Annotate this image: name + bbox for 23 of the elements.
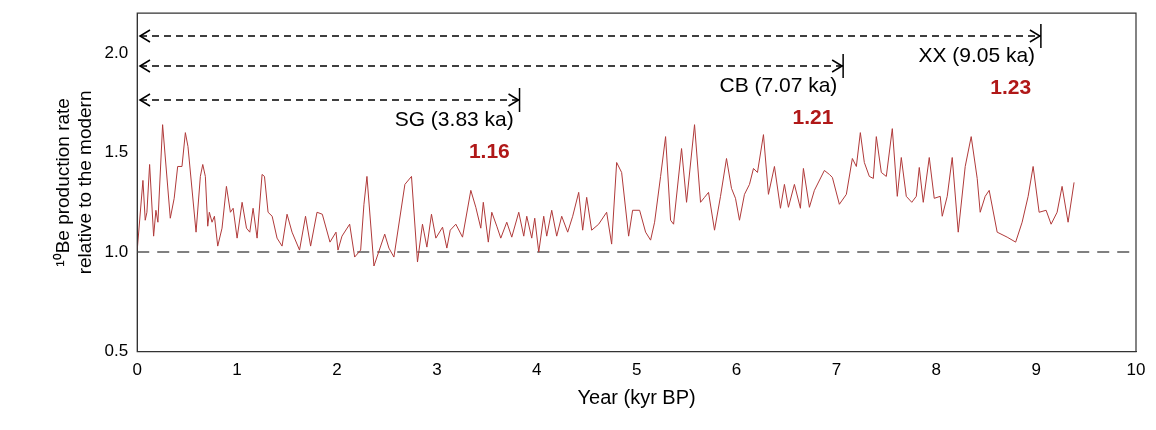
annotation: 1.16 [468,139,510,163]
x-axis-title: Year (kyr BP) [577,385,696,408]
annotation: CB (7.07 ka) [719,73,838,97]
annotation: SG (3.83 ka) [394,107,514,131]
y-tick-label: 0.5 [104,341,129,361]
x-tick-label: 10 [1126,360,1146,380]
y-axis-title: ¹⁰Be production rate relative to the modern [51,90,96,275]
x-tick-label: 8 [931,360,941,380]
x-tick-label: 3 [432,360,442,380]
annotation: XX (9.05 ka) [918,43,1036,67]
y-tick-label: 2.0 [104,42,129,62]
x-tick-label: 9 [1031,360,1041,380]
x-tick-label: 4 [532,360,542,380]
y-tick-label: 1.5 [104,142,129,162]
annotation: 1.23 [990,75,1032,99]
x-tick-label: 2 [332,360,342,380]
x-tick-label: 6 [731,360,742,380]
x-tick-label: 0 [132,360,142,380]
x-tick-label: 7 [831,360,842,380]
y-tick-label: 1.0 [104,241,129,261]
x-tick-label: 1 [232,360,242,380]
annotation: 1.21 [792,105,834,129]
x-tick-label: 5 [631,360,642,380]
